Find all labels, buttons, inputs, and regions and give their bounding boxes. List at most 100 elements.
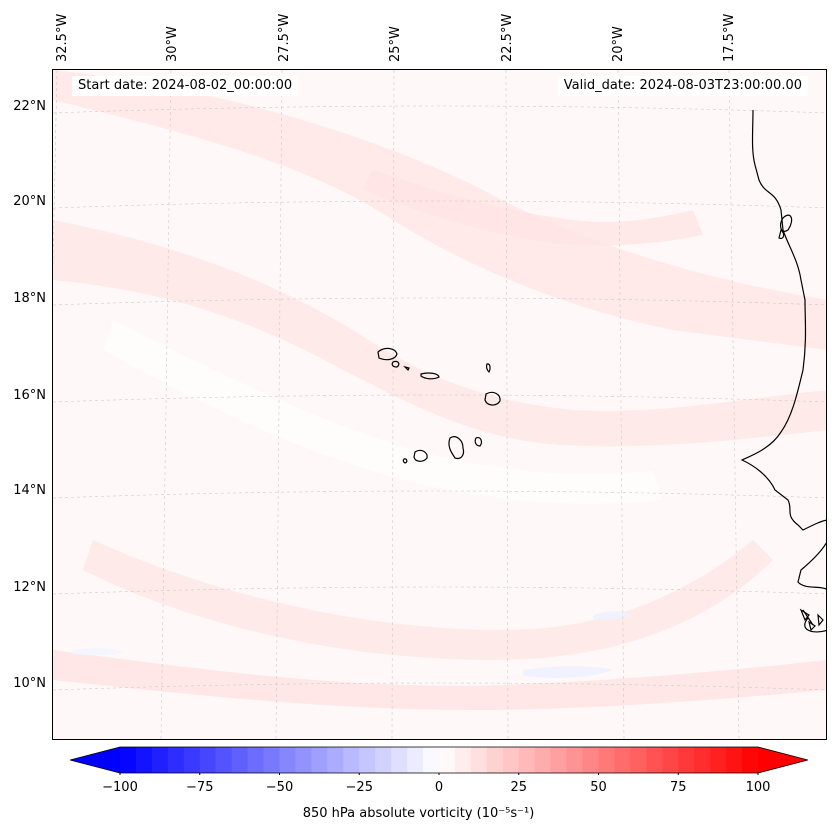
colorbar-segment	[742, 747, 759, 773]
graticule	[53, 70, 826, 739]
colorbar-segment	[726, 747, 743, 773]
colorbar-segment	[470, 747, 488, 773]
coastline	[377, 109, 826, 633]
longitude-tick-label: 25°W	[388, 26, 403, 62]
colorbar-segment	[439, 747, 456, 773]
colorbar-segment	[662, 747, 679, 773]
latitude-tick-label: 14°N	[13, 483, 46, 498]
parallel-line	[53, 394, 826, 403]
latitude-tick-label: 20°N	[13, 194, 46, 209]
colorbar-segment	[598, 747, 615, 773]
colorbar-segment	[167, 747, 185, 773]
colorbar-label: 850 hPa absolute vorticity (10⁻⁵s⁻¹)	[302, 806, 535, 821]
latitude-tick-label: 12°N	[13, 580, 46, 595]
colorbar-segment	[120, 747, 137, 773]
colorbar-tick-label: 100	[745, 780, 771, 795]
parallel-line	[53, 105, 826, 114]
colorbar-segment	[183, 747, 201, 773]
colorbar-segment	[311, 747, 328, 773]
colorbar-segment	[534, 747, 552, 773]
colorbar-extend-max	[758, 747, 808, 773]
meridian-line	[391, 70, 395, 739]
colorbar-segment	[407, 747, 424, 773]
longitude-tick-label: 32.5°W	[55, 13, 70, 62]
colorbar-tick-label: 0	[434, 780, 444, 795]
colorbar-segment	[630, 747, 647, 773]
meridian-line	[53, 70, 58, 277]
colorbar-segment	[566, 747, 584, 773]
colorbar-tick-label: −50	[265, 780, 294, 795]
meridian-line	[505, 70, 509, 739]
colorbar-segment	[454, 747, 472, 773]
colorbar-tick-label: −75	[186, 780, 214, 795]
island-sao-vicente	[391, 360, 400, 368]
colorbar-tick-label: 50	[590, 780, 607, 795]
vorticity-band	[523, 666, 613, 678]
vorticity-band	[363, 170, 703, 246]
island-fogo	[413, 449, 428, 462]
latitude-tick-label: 18°N	[13, 291, 46, 306]
colorbar-segment	[263, 747, 280, 773]
colorbar-segment	[343, 747, 360, 773]
colorbar-segment	[151, 747, 169, 773]
island-sal	[486, 363, 491, 374]
latitude-tick-label: 16°N	[13, 388, 46, 403]
island-santiago	[448, 436, 465, 460]
coastline-africa-detail	[778, 214, 793, 240]
vorticity-band	[83, 540, 773, 660]
island-brava	[402, 458, 408, 464]
longitude-tick-label: 20°W	[611, 26, 626, 62]
vorticity-band	[103, 320, 663, 504]
longitude-tick-label: 27.5°W	[277, 13, 292, 62]
colorbar-segment	[518, 747, 536, 773]
colorbar-segment	[694, 747, 711, 773]
longitude-tick-label: 22.5°W	[500, 13, 515, 62]
vorticity-band	[53, 650, 826, 710]
colorbar-segment	[582, 747, 599, 773]
colorbar-segment	[295, 747, 312, 773]
map-panel	[52, 69, 827, 740]
vorticity-band	[53, 220, 826, 447]
parallel-line	[53, 682, 826, 691]
meridian-line	[617, 70, 625, 739]
colorbar-segment	[327, 747, 344, 773]
colorbar-segment	[215, 747, 233, 773]
parallel-line	[53, 586, 826, 595]
meridian-line	[160, 70, 172, 739]
vorticity-band	[73, 648, 123, 656]
latitude-tick-label: 10°N	[13, 676, 46, 691]
island-maio	[474, 437, 482, 447]
colorbar-segment	[502, 747, 520, 773]
colorbar-segment	[279, 747, 296, 773]
parallel-line	[53, 297, 826, 306]
meridian-line	[275, 70, 283, 739]
colorbar-segment	[391, 747, 408, 773]
colorbar-segment	[199, 747, 217, 773]
colorbar-segment	[678, 747, 695, 773]
start-date-label: Start date: 2024-08-02_00:00:00	[72, 76, 299, 96]
vorticity-map	[53, 70, 826, 739]
valid-date-label: Valid_date: 2024-08-03T23:00:00.00	[557, 76, 808, 96]
latitude-tick-label: 22°N	[13, 99, 46, 114]
coastline-bijagos	[799, 608, 824, 632]
parallel-line	[53, 490, 826, 499]
colorbar-segment	[359, 747, 376, 773]
colorbar-segment	[375, 747, 392, 773]
colorbar-tick-label: 75	[669, 780, 687, 795]
island-santo-antao	[377, 347, 398, 361]
colorbar-tick-label: 25	[510, 780, 528, 795]
longitude-tick-label: 17.5°W	[722, 13, 737, 62]
colorbar-segment	[614, 747, 631, 773]
island-sao-nicolau	[420, 372, 440, 380]
meridian-line	[728, 70, 740, 739]
colorbar-tick-label: −100	[102, 780, 138, 795]
island-boa-vista	[484, 391, 501, 406]
colorbar-segment	[231, 747, 249, 773]
colorbar-segment	[550, 747, 568, 773]
colorbar	[70, 746, 808, 775]
colorbar-segment	[710, 747, 727, 773]
longitude-tick-label: 30°W	[165, 26, 180, 62]
colorbar-segment	[135, 747, 153, 773]
vorticity-field	[53, 70, 826, 710]
colorbar-segment	[247, 747, 265, 773]
